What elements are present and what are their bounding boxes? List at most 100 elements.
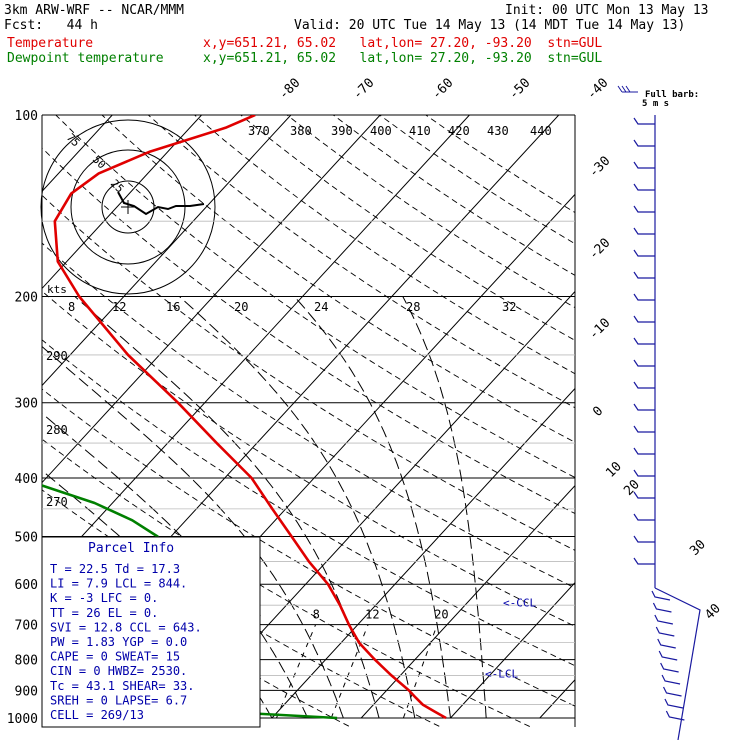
mixing-ratio-label: 20 [434, 608, 448, 622]
dry-adiabat [42, 388, 575, 707]
wind-barb [633, 227, 655, 235]
theta-label: 390 [331, 124, 353, 138]
isotherm-line [42, 115, 381, 484]
isotherm-line [271, 387, 575, 719]
pressure-label: 1000 [7, 712, 38, 727]
isotherm-label: 30 [687, 537, 709, 559]
isotherm-label: -60 [429, 76, 456, 103]
theta-label: 410 [409, 124, 431, 138]
isotherm-label: -70 [350, 76, 377, 103]
theta-label: 400 [370, 124, 392, 138]
lcl-marker: <-LCL [485, 668, 518, 681]
hodograph-ring [101, 180, 155, 234]
dry-adiabat [55, 115, 575, 478]
parcel-row: Tc = 43.1 SHEAR= 33. [50, 679, 195, 693]
parcel-info-box: Parcel Info T = 22.5 Td = 17.3LI = 7.9 LC… [41, 536, 261, 728]
wind-barb [633, 557, 655, 565]
wind-barb [651, 590, 671, 601]
theta-label: 430 [487, 124, 509, 138]
pressure-label: 400 [15, 472, 38, 487]
parcel-row: LI = 7.9 LCL = 844. [50, 577, 187, 591]
isotherm-line [182, 290, 575, 719]
ccl-marker: <-CCL [503, 596, 536, 609]
wind-key-barb [617, 85, 638, 93]
hodograph-speed-tick: 12 [112, 300, 126, 314]
model-title: 3km ARW-WRF -- NCAR/MMM [4, 3, 185, 18]
isotherm-line [539, 679, 575, 719]
hodograph-ring-label: 50 [90, 153, 109, 172]
parcel-row: SREH = 0 LAPSE= 6.7 [50, 693, 187, 707]
pressure-label: 600 [15, 578, 38, 593]
isotherm-line [629, 115, 740, 718]
dry-adiabat [425, 115, 575, 214]
mixing-ratio-label: 12 [365, 608, 379, 622]
wind-barb [664, 698, 684, 709]
pressure-label: 200 [15, 291, 38, 306]
theta-label: 440 [530, 124, 552, 138]
wind-barb [652, 602, 672, 613]
hodograph-speed-tick: 32 [502, 300, 516, 314]
valid-time: Valid: 20 UTC Tue 14 May 13 (14 MDT Tue … [294, 18, 686, 33]
pressure-label: 800 [15, 654, 38, 669]
isotherm-label: -50 [506, 76, 533, 103]
parcel-row: PW = 1.83 YGP = 0.0 [50, 635, 187, 649]
parcel-row: CIN = 0 HWBZ= 2530. [50, 664, 187, 678]
isotherm-label: -20 [586, 236, 613, 263]
wind-barb [665, 710, 685, 721]
dry-adiabat [333, 115, 575, 276]
pressure-label: 100 [15, 109, 38, 124]
isotherm-line [450, 581, 575, 719]
parcel-row: CELL = 269/13 [50, 708, 144, 722]
isotherm-label: 40 [702, 601, 724, 623]
dry-adiabat [148, 115, 575, 409]
legend-dewpoint-name: Dewpoint temperature [7, 51, 164, 66]
wind-barb [633, 249, 655, 257]
parcel-row: TT = 26 EL = 0. [50, 606, 158, 620]
wind-barb [633, 271, 655, 279]
isotherm-line [42, 115, 292, 387]
wind-barb [633, 513, 655, 521]
parcel-row: SVI = 12.8 CCL = 643. [50, 620, 202, 634]
hodograph-speed-tick: 16 [166, 300, 180, 314]
moist-adiabat [402, 296, 487, 719]
hodograph-ring-label: 75 [64, 131, 83, 150]
wind-barb [633, 425, 655, 433]
isotherm-line [360, 484, 575, 719]
wind-barbs: Full barb: 5 m s [617, 85, 701, 740]
dry-adiabat [42, 339, 575, 667]
isotherm-label: -30 [586, 154, 613, 181]
moist-adiabat [293, 296, 451, 719]
theta-label: 290 [46, 349, 68, 363]
temperature-profile [53, 115, 447, 720]
wind-barb [633, 403, 655, 411]
hodograph-ring-label: 25 [108, 177, 127, 196]
init-time: Init: 00 UTC Mon 13 May 13 [505, 3, 709, 18]
hodograph: 75 50 25 [40, 119, 216, 295]
wind-barb [657, 638, 676, 649]
forecast-hour: Fcst: 44 h [4, 18, 98, 33]
wind-barb [633, 117, 655, 125]
hodograph-speed-unit: kts [47, 283, 67, 296]
parcel-row: K = -3 LFC = 0. [50, 591, 158, 605]
theta-label: 280 [46, 423, 68, 437]
isotherm-label: -10 [586, 316, 613, 343]
legend-temperature-coords: x,y=651.21, 65.02 lat,lon= 27.20, -93.20… [203, 36, 603, 51]
wind-barb [661, 674, 681, 685]
hodograph-ring [40, 119, 216, 295]
wind-barb [633, 139, 655, 147]
hodograph-speed-tick: 28 [406, 300, 420, 314]
wind-barb [633, 183, 655, 191]
wind-barb [655, 626, 675, 637]
pressure-label: 900 [15, 684, 38, 699]
wind-barb [633, 491, 655, 499]
parcel-box [41, 536, 261, 728]
parcel-row: T = 22.5 Td = 17.3 [50, 562, 180, 576]
pressure-label: 500 [15, 530, 38, 545]
dry-adiabat [240, 115, 575, 341]
legend-dewpoint-coords: x,y=651.21, 65.02 lat,lon= 27.20, -93.20… [203, 51, 603, 66]
isotherm-label: -80 [276, 76, 303, 103]
hodograph-speed-tick: 24 [314, 300, 328, 314]
theta-label: 270 [46, 495, 68, 509]
theta-label: 420 [448, 124, 470, 138]
